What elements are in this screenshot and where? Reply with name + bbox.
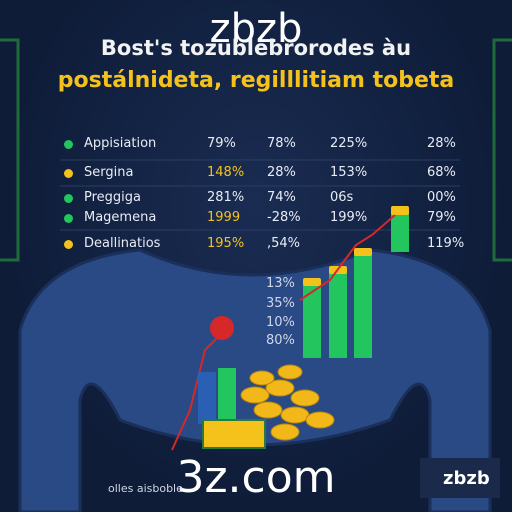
mini-label: 35% bbox=[266, 296, 295, 311]
row: Preggiga 281% 74% 06s 00% bbox=[62, 187, 462, 209]
row-label: Appisiation bbox=[84, 136, 157, 151]
cell: -28% bbox=[267, 210, 301, 225]
can bbox=[198, 372, 216, 424]
cell: 79% bbox=[207, 136, 236, 151]
cell: 68% bbox=[427, 165, 456, 180]
brand: zbzb bbox=[443, 468, 490, 489]
subtitle: postálnideta, regilllitiam tobeta bbox=[57, 68, 455, 93]
bar bbox=[329, 270, 347, 358]
title: Bost's tozublebrorodes àu bbox=[100, 36, 412, 60]
can bbox=[218, 368, 236, 424]
box bbox=[202, 419, 266, 449]
bar bbox=[303, 282, 321, 358]
row-label: Sergina bbox=[84, 165, 134, 180]
cell: 148% bbox=[207, 165, 245, 180]
cell: 195% bbox=[207, 236, 245, 251]
cell: 119% bbox=[427, 236, 465, 251]
trend-line bbox=[171, 332, 223, 451]
frame-left bbox=[0, 38, 20, 262]
cell: ,54% bbox=[267, 236, 301, 251]
trend-line bbox=[299, 214, 396, 301]
cell: 06s bbox=[330, 190, 354, 205]
frame-right bbox=[492, 38, 512, 262]
coins bbox=[240, 364, 335, 441]
cell: 153% bbox=[330, 165, 368, 180]
cell: 281% bbox=[207, 190, 245, 205]
brand-box bbox=[420, 458, 500, 498]
cell: 28% bbox=[427, 136, 456, 151]
bar-cap bbox=[303, 278, 321, 286]
row-label: Preggiga bbox=[84, 190, 142, 205]
row: Sergina 148% 28% 153% 68% bbox=[62, 162, 462, 184]
badge bbox=[210, 316, 234, 340]
row-label: Deallinatios bbox=[84, 236, 161, 251]
cell: 199% bbox=[330, 210, 368, 225]
row: Deallinatios 195% ,54% 119% bbox=[62, 233, 465, 255]
row: Appisiation 79% 78% 225% 28% bbox=[62, 133, 462, 155]
mini-label: 13% bbox=[266, 276, 295, 291]
cell: 78% bbox=[267, 136, 296, 151]
bar-cap bbox=[391, 206, 409, 215]
row-label: Magemena bbox=[84, 210, 157, 225]
bar-cap bbox=[354, 248, 372, 256]
row: Magemena 1999 -28% 199% 79% bbox=[62, 207, 462, 229]
watermark: zbzb bbox=[209, 6, 303, 52]
bar bbox=[391, 212, 409, 252]
cell: 00% bbox=[427, 190, 456, 205]
cell: 79% bbox=[427, 210, 456, 225]
note: olles aisboble bbox=[108, 482, 183, 495]
bar bbox=[354, 252, 372, 358]
mini-label: 80% bbox=[266, 333, 295, 348]
mini-label: 10% bbox=[266, 315, 295, 330]
cell: 74% bbox=[267, 190, 296, 205]
cell: 28% bbox=[267, 165, 296, 180]
cell: 225% bbox=[330, 136, 368, 151]
cell: 1999 bbox=[207, 210, 241, 225]
site-name: 3z.com bbox=[176, 452, 336, 503]
